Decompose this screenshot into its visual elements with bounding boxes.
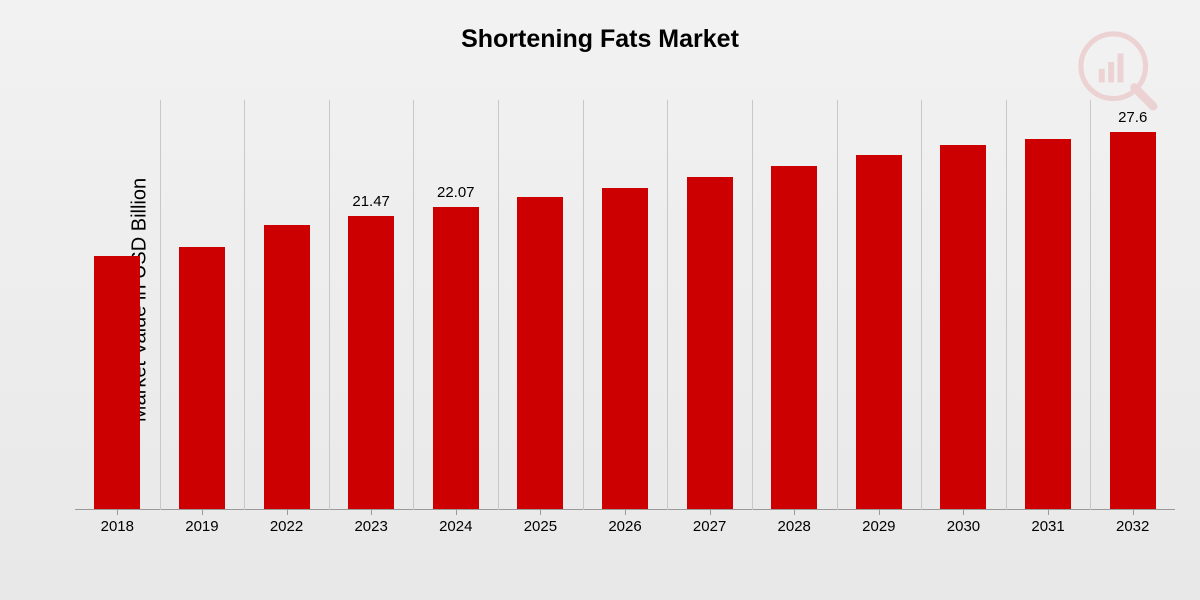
bar bbox=[179, 247, 225, 509]
x-axis-label: 2025 bbox=[524, 518, 557, 535]
x-axis-label: 2032 bbox=[1116, 518, 1149, 535]
x-tick bbox=[371, 510, 372, 515]
x-tick bbox=[710, 510, 711, 515]
gridline bbox=[160, 100, 161, 510]
bar bbox=[94, 256, 140, 509]
bar bbox=[602, 188, 648, 509]
gridline bbox=[498, 100, 499, 510]
x-axis-label: 2023 bbox=[354, 518, 387, 535]
x-tick bbox=[117, 510, 118, 515]
plot-area: 20182019202221.47202322.0720242025202620… bbox=[75, 100, 1175, 510]
x-tick bbox=[1133, 510, 1134, 515]
x-axis-label: 2028 bbox=[778, 518, 811, 535]
gridline bbox=[583, 100, 584, 510]
bar-value-label: 21.47 bbox=[352, 193, 390, 210]
x-axis-label: 2019 bbox=[185, 518, 218, 535]
bar bbox=[517, 197, 563, 509]
bar-value-label: 22.07 bbox=[437, 184, 475, 201]
x-tick bbox=[456, 510, 457, 515]
bar bbox=[1110, 132, 1156, 509]
bar bbox=[687, 177, 733, 509]
x-tick bbox=[540, 510, 541, 515]
gridline bbox=[921, 100, 922, 510]
gridline bbox=[1006, 100, 1007, 510]
x-axis-label: 2024 bbox=[439, 518, 472, 535]
bar bbox=[771, 166, 817, 509]
bar bbox=[433, 207, 479, 509]
bar bbox=[856, 155, 902, 509]
x-axis-label: 2018 bbox=[101, 518, 134, 535]
gridline bbox=[1090, 100, 1091, 510]
bar bbox=[1025, 139, 1071, 509]
bar-value-label: 27.6 bbox=[1118, 109, 1147, 126]
gridline bbox=[244, 100, 245, 510]
chart-container: 2018 2019 2022 21.47 2023 22.07 2024 2025 2026 20… bbox=[75, 100, 1175, 550]
x-tick bbox=[794, 510, 795, 515]
x-tick bbox=[963, 510, 964, 515]
x-axis-label: 2031 bbox=[1031, 518, 1064, 535]
x-tick bbox=[287, 510, 288, 515]
x-axis-label: 2029 bbox=[862, 518, 895, 535]
bar bbox=[940, 145, 986, 509]
bar bbox=[348, 216, 394, 509]
x-tick bbox=[625, 510, 626, 515]
bar bbox=[264, 225, 310, 509]
x-tick bbox=[202, 510, 203, 515]
gridline bbox=[413, 100, 414, 510]
gridline bbox=[837, 100, 838, 510]
x-tick bbox=[1048, 510, 1049, 515]
x-axis-label: 2022 bbox=[270, 518, 303, 535]
x-axis-label: 2027 bbox=[693, 518, 726, 535]
x-tick bbox=[879, 510, 880, 515]
x-axis-label: 2030 bbox=[947, 518, 980, 535]
gridline bbox=[667, 100, 668, 510]
chart-title: Shortening Fats Market bbox=[0, 0, 1200, 54]
x-axis-label: 2026 bbox=[608, 518, 641, 535]
gridline bbox=[752, 100, 753, 510]
gridline bbox=[329, 100, 330, 510]
